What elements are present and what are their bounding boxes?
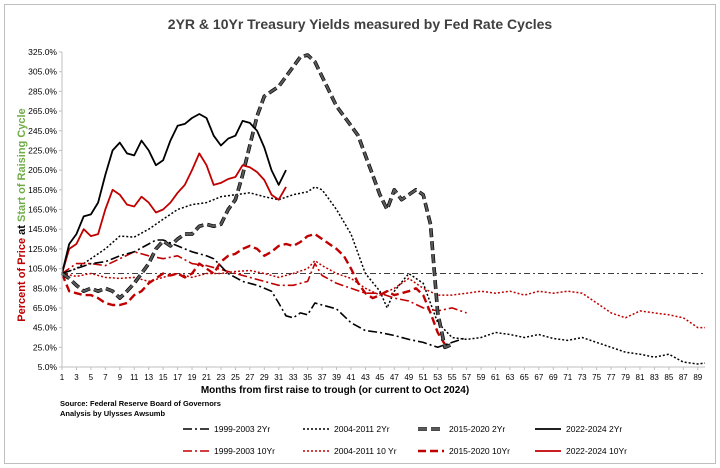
x-tick-label: 51 xyxy=(419,373,428,382)
y-tick-label: 165.0% xyxy=(28,205,57,215)
chart: 2YR & 10Yr Treasury Yields measured by F… xyxy=(16,16,706,456)
x-tick-label: 5 xyxy=(89,373,94,382)
x-tick-label: 45 xyxy=(375,373,384,382)
x-tick-label: 19 xyxy=(188,373,197,382)
y-tick-label: 105.0% xyxy=(28,264,57,274)
legend-label: 2015-2020 10Yr xyxy=(449,446,510,456)
x-tick-label: 73 xyxy=(578,373,587,382)
y-tick-label: 185.0% xyxy=(28,185,57,195)
x-tick-label: 87 xyxy=(679,373,688,382)
x-tick-label: 17 xyxy=(173,373,182,382)
series-2022-2024-2yr-line xyxy=(61,113,287,274)
series-lines xyxy=(60,53,706,365)
legend-label: 2004-2011 10 Yr xyxy=(334,446,397,456)
legend-label: 2004-2011 2Yr xyxy=(334,424,390,434)
x-tick-label: 71 xyxy=(563,373,572,382)
x-tick-label: 63 xyxy=(505,373,514,382)
x-tick-label: 37 xyxy=(318,373,327,382)
x-tick-label: 79 xyxy=(621,373,630,382)
legend-label: 2022-2024 2Yr xyxy=(566,424,622,434)
y-tick-label: 205.0% xyxy=(28,165,57,175)
y-axis-label-part-1: at xyxy=(16,222,28,238)
series-2015-2020-10yr-line xyxy=(60,232,446,346)
y-tick-label: 225.0% xyxy=(28,145,57,155)
x-tick-label: 15 xyxy=(159,373,168,382)
x-tick-label: 53 xyxy=(433,373,442,382)
y-tick-label: 125.0% xyxy=(28,244,57,254)
y-tick-label: 145.0% xyxy=(28,224,57,234)
chart-frame: 2YR & 10Yr Treasury Yields measured by F… xyxy=(4,4,716,464)
x-tick-label: 25 xyxy=(231,373,240,382)
x-tick-label: 29 xyxy=(260,373,269,382)
y-tick-label: 45.0% xyxy=(33,323,58,333)
source-line-2: Analysis by Ulysses Awsumb xyxy=(60,409,165,418)
y-axis-label-part-2: Start of Raising Cycle xyxy=(16,108,28,222)
x-tick-label: 75 xyxy=(592,373,601,382)
y-axis-label: Percent of Price at Start of Raising Cyc… xyxy=(16,108,28,321)
x-tick-label: 35 xyxy=(303,373,312,382)
y-tick-label: 325.0% xyxy=(28,47,57,57)
x-axis-label: Months from first raise to trough (or cu… xyxy=(201,385,469,396)
chart-title: 2YR & 10Yr Treasury Yields measured by F… xyxy=(168,16,553,32)
x-tick-label: 1 xyxy=(60,373,65,382)
x-tick-label: 23 xyxy=(216,373,225,382)
axes: 5.0% 25.0% 45.0% 65.0% 85.0% 105.0% 125.0% 145.… xyxy=(28,47,705,382)
x-tick-label: 47 xyxy=(390,373,399,382)
y-tick-label: 245.0% xyxy=(28,126,57,136)
x-tick-label: 49 xyxy=(404,373,413,382)
y-tick-label: 265.0% xyxy=(28,106,57,116)
x-tick-label: 67 xyxy=(534,373,543,382)
source-line-1: Source: Federal Reserve Board of Governo… xyxy=(60,399,221,408)
series-2022-2024-10yr-line xyxy=(61,152,287,274)
series-2015-2020-2yr-outline xyxy=(60,53,453,350)
x-tick-label: 21 xyxy=(202,373,211,382)
legend-label: 2022-2024 10Yr xyxy=(566,446,627,456)
series-2004-2011-2yr-line xyxy=(61,186,706,365)
x-tick-label: 43 xyxy=(361,373,370,382)
x-tick-label: 85 xyxy=(664,373,673,382)
x-tick-label: 3 xyxy=(74,373,79,382)
y-tick-label: 5.0% xyxy=(38,362,58,372)
x-tick-label: 89 xyxy=(693,373,702,382)
y-tick-label: 25.0% xyxy=(33,342,58,352)
legend-label: 1999-2003 2Yr xyxy=(214,424,270,434)
y-tick-label: 305.0% xyxy=(28,67,57,77)
y-tick-label: 285.0% xyxy=(28,86,57,96)
y-tick-label: 85.0% xyxy=(33,283,58,293)
x-tick-label: 65 xyxy=(520,373,529,382)
legend: 1999-2003 2Yr 2004-2011 2Yr 2015-2020 2Yr 2… xyxy=(183,424,627,456)
series-2015-2020-2yr-line xyxy=(61,53,453,349)
x-tick-label: 31 xyxy=(274,373,283,382)
y-tick-label: 65.0% xyxy=(33,303,58,313)
x-tick-label: 59 xyxy=(477,373,486,382)
x-tick-label: 41 xyxy=(347,373,356,382)
y-axis-label-part-0: Percent of Price xyxy=(16,238,28,322)
legend-label: 1999-2003 10Yr xyxy=(214,446,275,456)
legend-label: 2015-2020 2Yr xyxy=(449,424,505,434)
x-tick-label: 7 xyxy=(103,373,108,382)
x-tick-label: 9 xyxy=(118,373,123,382)
x-tick-label: 13 xyxy=(144,373,153,382)
x-tick-label: 39 xyxy=(332,373,341,382)
x-tick-label: 81 xyxy=(636,373,645,382)
x-tick-label: 55 xyxy=(448,373,457,382)
x-tick-label: 57 xyxy=(462,373,471,382)
x-tick-label: 69 xyxy=(549,373,558,382)
x-tick-label: 27 xyxy=(245,373,254,382)
x-tick-label: 33 xyxy=(289,373,298,382)
x-tick-label: 83 xyxy=(650,373,659,382)
x-tick-label: 61 xyxy=(491,373,500,382)
x-tick-label: 11 xyxy=(130,373,139,382)
x-tick-label: 77 xyxy=(607,373,616,382)
series-1999-2003-2yr-line xyxy=(61,239,467,349)
